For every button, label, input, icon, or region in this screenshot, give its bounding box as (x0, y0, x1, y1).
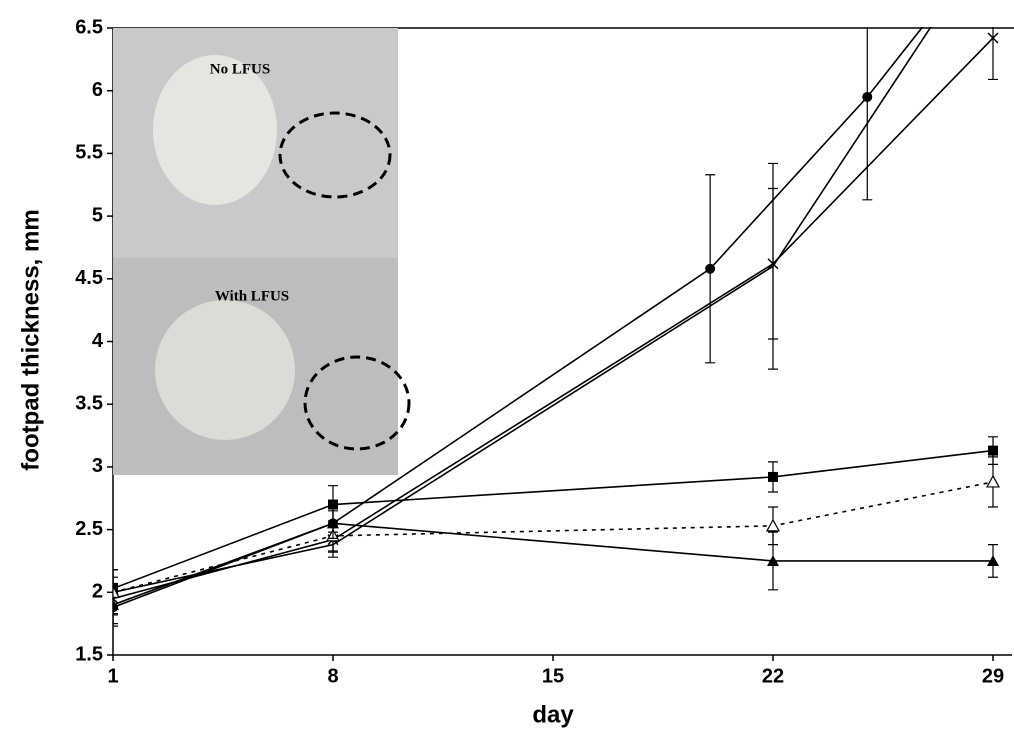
y-tick-label: 5 (92, 204, 103, 226)
marker (988, 445, 998, 456)
inset-label: No LFUS (210, 61, 270, 77)
error-bar (113, 585, 118, 625)
marker (765, 518, 781, 532)
error-bar (113, 582, 118, 615)
error-bar (988, 27, 998, 81)
error-bar (768, 162, 778, 370)
series-line (113, 449, 994, 590)
y-tick-label: 4 (92, 330, 104, 352)
y-tick-label: 5.5 (75, 142, 103, 164)
marker (113, 583, 118, 594)
marker (768, 471, 778, 482)
axes: 1.5 2 2.5 3 3.5 4 4.5 5 5.5 6 6.5 1 8 15 22 29 (75, 16, 1004, 687)
x-tick-label: 29 (982, 665, 1004, 687)
marker (987, 32, 999, 44)
y-tick-label: 6.5 (75, 16, 103, 38)
y-tick-label: 6 (92, 79, 103, 101)
animal-body (153, 55, 277, 205)
inset-photo: No LFUS With LFUS (113, 28, 411, 475)
x-tick-label: 1 (107, 665, 118, 687)
y-tick-label: 1.5 (75, 643, 103, 665)
x-tick-label: 8 (327, 665, 338, 687)
series-line (113, 522, 993, 606)
y-tick-label: 3 (92, 455, 103, 477)
marker (985, 474, 1001, 488)
plot-area (113, 27, 1001, 627)
y-axis-label: footpad thickness, mm (17, 209, 44, 470)
y-tick-label: 2.5 (75, 518, 103, 540)
y-tick-label: 4.5 (75, 267, 103, 289)
marker (327, 517, 339, 529)
marker (987, 554, 999, 566)
circle-highlight (303, 355, 411, 451)
series-line (113, 27, 932, 594)
inset-label: With LFUS (215, 288, 289, 304)
marker (328, 499, 338, 510)
x-axis-label: day (532, 701, 574, 728)
y-tick-label: 2 (92, 581, 103, 603)
series-line (113, 481, 994, 594)
circle-highlight (278, 111, 392, 199)
y-tick-label: 3.5 (75, 392, 103, 414)
marker (113, 598, 119, 610)
x-tick-label: 15 (542, 665, 564, 687)
marker (705, 263, 716, 274)
marker (862, 91, 873, 102)
animal-body (155, 300, 295, 440)
x-tick-label: 22 (762, 665, 784, 687)
marker (767, 554, 779, 566)
marker (113, 585, 121, 598)
